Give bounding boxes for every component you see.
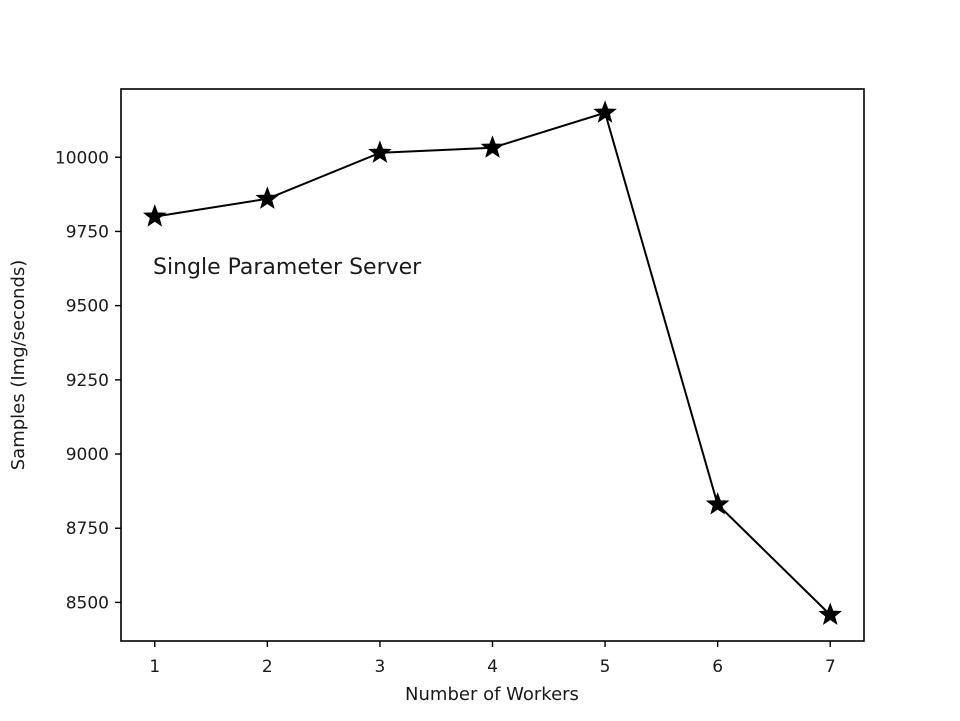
data-point-star bbox=[593, 100, 617, 123]
y-tick-label: 9500 bbox=[66, 297, 109, 317]
x-tick-label: 6 bbox=[712, 657, 723, 677]
y-tick-label: 8500 bbox=[66, 593, 109, 613]
y-tick-label: 8750 bbox=[66, 519, 109, 539]
data-point-star bbox=[705, 492, 730, 515]
y-axis-ticks: 8500 8750 9000 9250 9500 9750 10000 bbox=[55, 148, 121, 613]
y-axis-label: Samples (Img/seconds) bbox=[8, 260, 29, 471]
y-tick-label: 9750 bbox=[66, 222, 109, 242]
x-tick-label: 3 bbox=[375, 657, 386, 677]
data-point-star bbox=[480, 135, 505, 158]
y-tick-label: 10000 bbox=[55, 148, 109, 168]
series-annotation: Single Parameter Server bbox=[153, 255, 422, 280]
y-tick-label: 9250 bbox=[66, 371, 109, 391]
x-axis-label: Number of Workers bbox=[405, 684, 579, 705]
x-tick-label: 5 bbox=[600, 657, 611, 677]
x-tick-label: 7 bbox=[825, 657, 836, 677]
x-tick-label: 1 bbox=[149, 657, 160, 677]
x-tick-label: 2 bbox=[262, 657, 273, 677]
plot-area bbox=[142, 100, 843, 625]
data-point-star bbox=[368, 140, 392, 163]
y-tick-label: 9000 bbox=[66, 445, 109, 465]
x-axis-ticks: 1 2 3 4 5 6 7 bbox=[149, 641, 836, 677]
data-point-star bbox=[142, 204, 167, 227]
plot-frame bbox=[120, 88, 865, 642]
data-point-star bbox=[255, 186, 280, 209]
data-point-star bbox=[818, 602, 843, 625]
series-line bbox=[154, 111, 831, 616]
x-tick-label: 4 bbox=[487, 657, 498, 677]
